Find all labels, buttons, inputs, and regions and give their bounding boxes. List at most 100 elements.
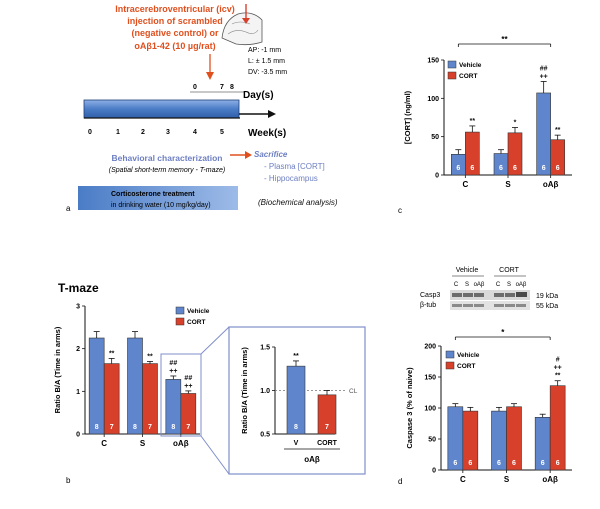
inset-y-tick-label-1: 1.0 — [260, 388, 270, 395]
wb-group-cort: CORT — [499, 267, 519, 274]
n-label-vehicle-2: 8 — [171, 424, 175, 431]
sig-mark-cort-0-0: ** — [470, 118, 476, 125]
n-label-vehicle-0: 8 — [95, 424, 99, 431]
timeline-bar — [83, 99, 240, 119]
sacrifice-hippo: - Hippocampus — [264, 174, 318, 183]
wb-row-casp3: Casp3 — [420, 292, 440, 299]
n-label-cort-1: 6 — [512, 460, 516, 467]
legend-label-0: Vehicle — [459, 62, 482, 69]
sacrifice-biochem: (Biochemical analysis) — [258, 198, 338, 207]
legend-label-0: Vehicle — [187, 308, 210, 315]
inset-sig-mark-0: ** — [293, 353, 299, 360]
wb-lane-1: C — [454, 282, 459, 288]
legend-swatch-1 — [447, 71, 457, 80]
bar-vehicle-2 — [536, 92, 551, 176]
y-tick-label-1: 1 — [76, 389, 80, 396]
n-label-cort-2: 6 — [556, 460, 560, 467]
week-tick-5: 5 — [220, 129, 224, 136]
wb-lane-6: oAβ — [516, 282, 527, 288]
legend-swatch-0 — [447, 60, 457, 69]
panel-c-letter: c — [398, 206, 402, 215]
x-tick-label-1: S — [140, 439, 146, 448]
sig-mark-cort-2-2: ** — [555, 373, 561, 380]
n-label-vehicle-1: 8 — [133, 424, 137, 431]
y-axis-label: [CORT] (ng/ml) — [403, 90, 412, 144]
timeline-arrowhead — [268, 110, 276, 118]
week-axis-label: Week(s) — [248, 128, 286, 139]
sacrifice-title: Sacrifice — [254, 150, 288, 159]
inset-x-tick-label-1: CORT — [317, 440, 338, 447]
chart-b-inset: 0.5 1.0 1.5 Ratio B/A (Time in arms) CL 8 V ** 7… — [240, 345, 358, 465]
legend-swatch-0 — [175, 306, 185, 315]
icv-line-4: oAβ1-42 (10 µg/rat) — [134, 41, 215, 51]
y-axis-label: Caspase 3 (% of naive) — [405, 367, 414, 449]
wb-lane-5: S — [507, 282, 511, 288]
wb-kda-19: 19 kDa — [536, 293, 558, 300]
inset-group-label: oAβ — [304, 455, 320, 464]
x-tick-label-0: C — [460, 475, 466, 484]
wb-lane-4: C — [496, 282, 501, 288]
panel-a-letter: a — [66, 204, 71, 213]
panel-c: c 0 50 100 150 [CORT] (ng/ml) C 6 6 ** S 6 6 * oAβ 6 ##… — [398, 35, 572, 215]
y-tick-label-0: 0 — [76, 432, 80, 439]
panel-d: d Vehicle CORT C S oAβ C S oAβ Casp3 β-t… — [398, 267, 572, 486]
week-tick-2: 2 — [141, 129, 145, 136]
wb-bands — [452, 292, 527, 307]
y-tick-label-4: 200 — [424, 344, 436, 351]
n-label-cort-0: 7 — [110, 424, 114, 431]
icv-line-3: (negative control) or — [131, 28, 219, 38]
y-tick-label-1: 50 — [431, 134, 439, 141]
inset-frame — [228, 326, 366, 475]
sig-bracket-label: ** — [501, 35, 508, 44]
inset-connector-bottom — [200, 435, 230, 475]
legend-label-1: CORT — [457, 363, 475, 370]
brain-schematic — [221, 4, 263, 46]
chart-c: 0 50 100 150 [CORT] (ng/ml) C 6 6 ** S 6 6 * oAβ 6 ##++… — [403, 35, 572, 189]
y-tick-label-3: 150 — [424, 375, 436, 382]
inset-connector-top — [200, 326, 230, 355]
icv-text: Intracerebroventricular (icv) injection … — [115, 4, 235, 51]
y-tick-label-3: 3 — [76, 304, 80, 311]
sig-mark-cort-2-1: ++ — [554, 365, 562, 372]
x-tick-label-2: oAβ — [173, 439, 189, 448]
treatment-legend-line-1: Corticosterone treatment — [111, 191, 195, 198]
wb-row-btub: β-tub — [420, 302, 436, 309]
sig-bracket-label: * — [501, 328, 505, 337]
y-tick-label-0: 0 — [432, 468, 436, 475]
day-axis: 0 7 8 — [193, 84, 234, 91]
legend-swatch-1 — [175, 317, 185, 326]
n-label-vehicle-1: 6 — [497, 460, 501, 467]
stereotaxic-coords: AP: -1 mm L: ± 1.5 mm DV: -3.5 mm — [248, 47, 287, 76]
panel-b-title: T-maze — [58, 281, 99, 295]
inset-y-tick-label-0: 0.5 — [260, 432, 270, 439]
legend-swatch-1 — [445, 361, 455, 370]
x-tick-label-2: oAβ — [543, 180, 559, 189]
treatment-legend-line-2: in drinking water (10 mg/kg/day) — [111, 202, 211, 209]
inset-y-tick-label-2: 1.5 — [260, 345, 270, 352]
sig-mark-cort-1-0: ** — [147, 353, 153, 360]
sig-mark-cort-2-0: # — [556, 357, 560, 364]
y-tick-label-1: 50 — [428, 437, 436, 444]
inset-y-axis-label: Ratio B/A (Time in arms) — [240, 347, 249, 434]
x-tick-label-1: S — [505, 180, 511, 189]
n-label-vehicle-0: 6 — [453, 460, 457, 467]
wb-lane-3: oAβ — [474, 282, 485, 288]
chart-b: 0 1 2 3 Ratio B/A (Time in arms) C 8 7 ** S 8 7 ** oA… — [53, 304, 210, 449]
n-label-cort-1: 7 — [148, 424, 152, 431]
sig-mark-vehicle-2-0: ## — [169, 360, 177, 367]
sacrifice-text: Sacrifice - Plasma [CORT] - Hippocampus … — [254, 150, 338, 207]
legend-label-0: Vehicle — [457, 352, 480, 359]
sig-mark-vehicle-2-1: ++ — [540, 73, 548, 80]
n-label-cort-0: 6 — [468, 460, 472, 467]
coord-ap: AP: -1 mm — [248, 47, 281, 54]
behavioral-text: Behavioral characterization (Spatial sho… — [109, 153, 225, 174]
y-tick-label-3: 150 — [427, 58, 439, 65]
coord-l: L: ± 1.5 mm — [248, 58, 285, 65]
n-label-cort-2: 7 — [186, 424, 190, 431]
x-tick-label-0: C — [462, 180, 468, 189]
bar-cort-2 — [549, 385, 566, 471]
inset-n-label-1: 7 — [325, 424, 329, 431]
inset-n-label-0: 8 — [294, 424, 298, 431]
panel-b: b T-maze 0 1 2 3 Ratio B/A (Time in arms) C 8 7… — [53, 281, 366, 485]
